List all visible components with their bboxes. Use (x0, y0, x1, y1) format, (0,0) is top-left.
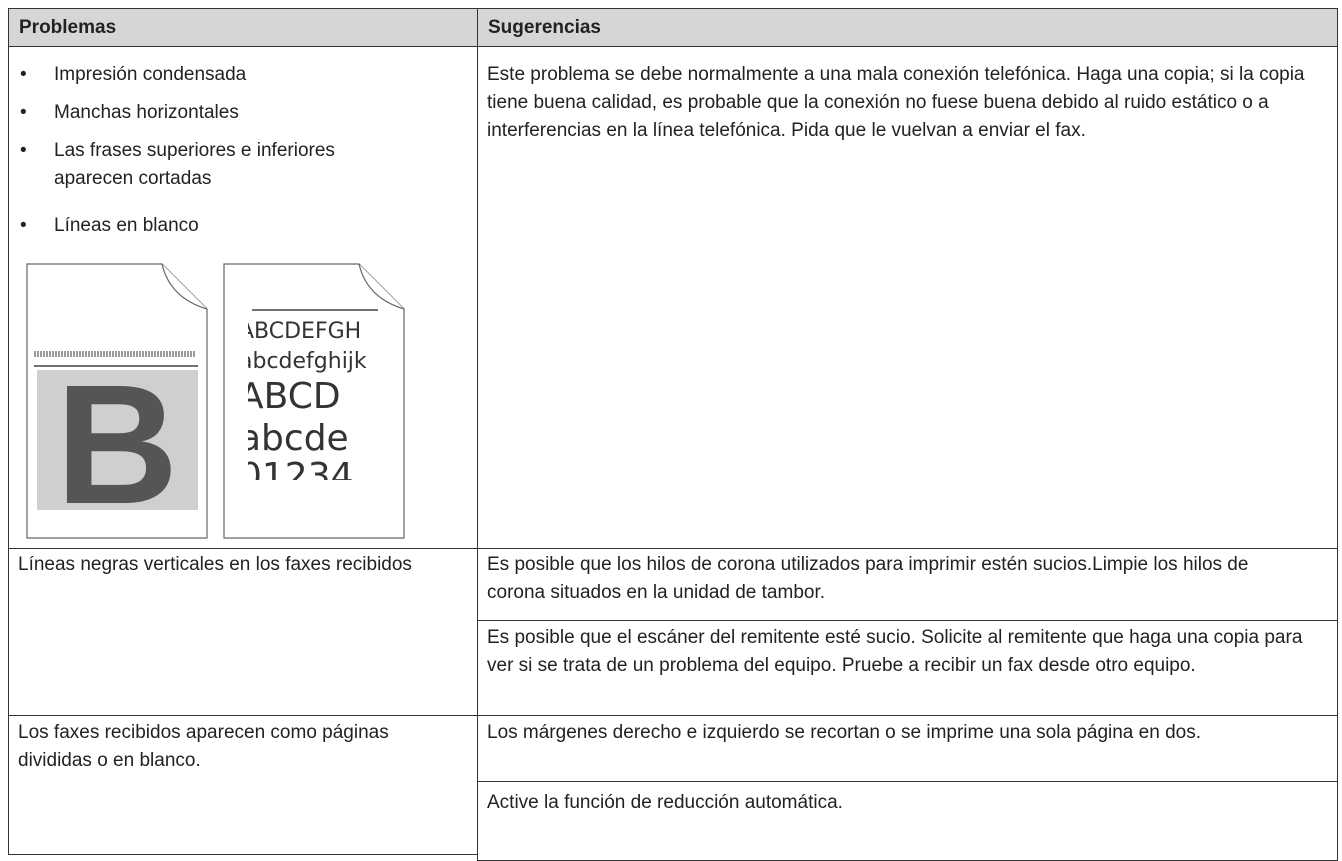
big-letter: B (56, 350, 179, 540)
problem-text: Líneas negras verticales en los faxes re… (18, 554, 412, 575)
suggestion-text: Los márgenes derecho e izquierdo se reco… (487, 722, 1201, 743)
problem-item: Las frases superiores e inferiores apare… (54, 140, 335, 189)
suggestion-text: Es posible que el escáner del remitente … (487, 627, 1303, 676)
sample-text: ABCD (239, 376, 341, 417)
problem-item: Manchas horizontales (54, 102, 239, 123)
sample-text: ABCDEFGH (239, 319, 361, 344)
header-cell: Sugerencias (477, 8, 1338, 47)
bullet: • (20, 64, 27, 85)
sample-text: abcdefghijk (239, 349, 367, 374)
page: {"table": { "header": ["Problemas", "Sug… (8, 8, 1338, 861)
suggestion-text: Este problema se debe normalmente a una … (487, 64, 1305, 141)
sample-text: abcde (239, 418, 349, 459)
problem-text: Los faxes recibidos aparecen como página… (18, 722, 389, 771)
bullet: • (20, 102, 27, 123)
problem-item: Impresión condensada (54, 64, 247, 85)
bullet: • (20, 215, 27, 236)
header-cell: Problemas (8, 8, 478, 47)
suggestion-text: Es posible que los hilos de corona utili… (487, 554, 1249, 603)
problem-item: Líneas en blanco (54, 215, 199, 236)
suggestion-text: Active la función de reducción automátic… (487, 792, 843, 813)
gray-block (37, 370, 198, 510)
bullet: • (20, 140, 27, 161)
sample-text: 01234 (239, 456, 354, 497)
